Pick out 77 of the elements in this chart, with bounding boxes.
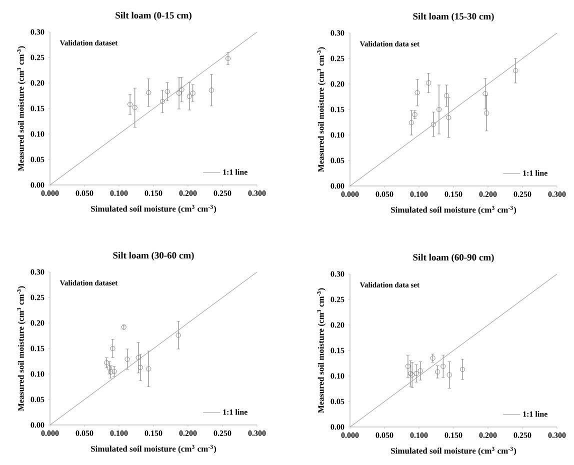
x-tick-label: 0.250 xyxy=(514,432,532,438)
x-tick-label: 0.000 xyxy=(41,190,59,196)
y-tick-label: 0.15 xyxy=(330,348,344,354)
y-tick-label: 0.00 xyxy=(330,424,344,430)
x-tick-label: 0.200 xyxy=(179,430,197,436)
y-axis-title: Measured soil moisture (cm$^{3}$ cm$^{-3}$) xyxy=(17,286,26,411)
x-tick-label: 0.250 xyxy=(214,190,232,196)
y-axis-title: Measured soil moisture (cm$^{3}$ cm$^{-3}$) xyxy=(317,47,326,172)
x-tick-label: 0.150 xyxy=(144,190,162,196)
point xyxy=(430,356,436,361)
x-tick-label: 0.250 xyxy=(214,430,232,436)
x-tick-label: 0.050 xyxy=(376,192,394,197)
y-tick-label: 0.10 xyxy=(30,371,44,377)
x-tick-label: 0.000 xyxy=(41,430,59,436)
x-tick-label: 0.300 xyxy=(548,192,566,197)
x-tick-label: 0.200 xyxy=(479,192,497,197)
y-tick-label: 0.05 xyxy=(30,156,44,162)
x-tick-label: 0.300 xyxy=(548,432,566,438)
y-tick-label: 0.15 xyxy=(30,346,44,352)
legend-label: 1:1 line xyxy=(223,169,248,175)
x-tick-label: 0.150 xyxy=(444,432,462,438)
x-tick-label: 0.150 xyxy=(144,430,162,436)
x-axis-title: Simulated soil moisture (cm$^{3}$ cm$^{-3}$) xyxy=(91,204,216,214)
x-axis-title: Simulated soil moisture (cm$^{3}$ cm$^{-3}$) xyxy=(391,206,516,214)
chart-title: Silt loam (60-90 cm) xyxy=(413,254,494,262)
y-tick-label: 0.25 xyxy=(330,56,344,62)
y-axis-title: Measured soil moisture (cm$^{3}$ cm$^{-3}$) xyxy=(317,288,326,413)
y-axis-title: Measured soil moisture (cm$^{3}$ cm$^{-3}$) xyxy=(17,46,26,171)
x-tick-label: 0.200 xyxy=(479,432,497,438)
chart-title: Silt loam (0-15 cm) xyxy=(116,12,192,20)
point xyxy=(225,56,231,62)
point xyxy=(435,369,440,374)
x-tick-label: 0.150 xyxy=(444,192,462,197)
x-tick-label: 0.000 xyxy=(341,192,359,197)
y-tick-label: 0.00 xyxy=(330,183,344,189)
y-tick-label: 0.30 xyxy=(330,271,344,277)
y-tick-label: 0.30 xyxy=(330,30,344,36)
x-tick-label: 0.100 xyxy=(110,430,128,436)
chart-title: Silt loam (30-60 cm) xyxy=(113,252,194,260)
x-tick-label: 0.300 xyxy=(248,430,266,436)
x-tick-label: 0.100 xyxy=(410,192,428,197)
point xyxy=(112,368,117,374)
point xyxy=(104,360,110,366)
y-tick-label: 0.10 xyxy=(330,132,344,138)
y-tick-label: 0.20 xyxy=(30,320,44,326)
y-tick-label: 0.10 xyxy=(30,131,44,137)
x-axis-title: Simulated soil moisture (cm$^{3}$ cm$^{-3}$) xyxy=(91,444,216,454)
y-tick-label: 0.30 xyxy=(30,29,44,35)
legend-label: 1:1 line xyxy=(523,411,548,417)
y-tick-label: 0.20 xyxy=(330,81,344,87)
y-tick-label: 0.15 xyxy=(30,106,44,112)
x-tick-label: 0.200 xyxy=(179,190,197,196)
x-tick-label: 0.050 xyxy=(376,432,394,438)
y-tick-label: 0.20 xyxy=(330,322,344,328)
y-tick-label: 0.30 xyxy=(30,269,44,275)
x-tick-label: 0.100 xyxy=(410,432,428,438)
y-tick-label: 0.00 xyxy=(30,422,44,428)
y-tick-label: 0.20 xyxy=(30,80,44,86)
x-tick-label: 0.300 xyxy=(248,190,266,196)
legend-label: 1:1 line xyxy=(523,170,548,176)
x-axis-title: Simulated soil moisture (cm$^{3}$ cm$^{-3}$) xyxy=(391,446,516,456)
y-tick-label: 0.05 xyxy=(330,158,344,164)
y-tick-label: 0.25 xyxy=(330,296,344,302)
y-tick-label: 0.00 xyxy=(30,182,44,188)
y-tick-label: 0.15 xyxy=(330,106,344,112)
x-tick-label: 0.250 xyxy=(514,192,532,197)
x-tick-label: 0.100 xyxy=(110,190,128,196)
x-tick-label: 0.050 xyxy=(76,190,94,196)
chart-title: Silt loam (15-30 cm) xyxy=(413,12,494,22)
y-tick-label: 0.05 xyxy=(30,396,44,402)
x-tick-label: 0.050 xyxy=(76,430,94,436)
legend-label: 1:1 line xyxy=(223,409,248,415)
y-tick-label: 0.25 xyxy=(30,294,44,300)
y-tick-label: 0.10 xyxy=(330,373,344,379)
y-tick-label: 0.25 xyxy=(30,54,44,60)
x-tick-label: 0.000 xyxy=(341,432,359,438)
y-tick-label: 0.05 xyxy=(330,398,344,404)
